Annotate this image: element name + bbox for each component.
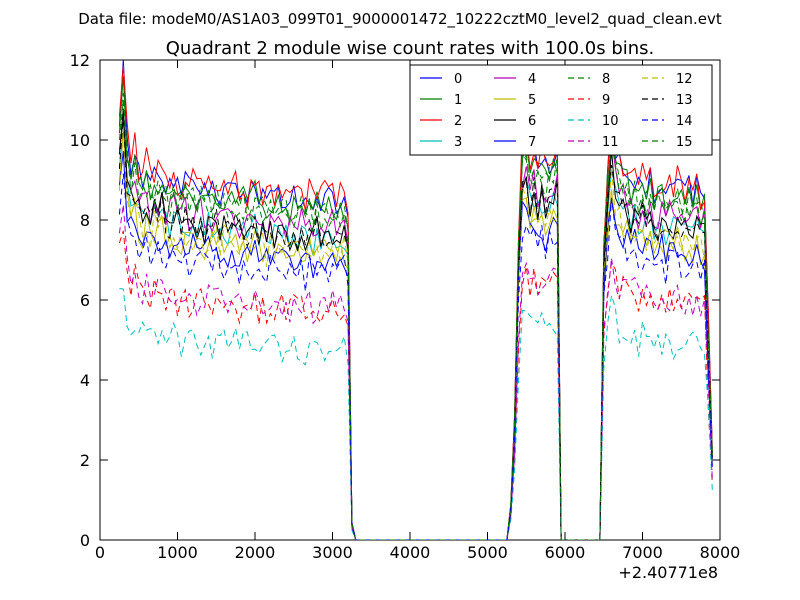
x-tick-label: 8000 xyxy=(700,543,741,562)
series-line-10 xyxy=(119,288,713,540)
suptitle: Data file: modeM0/AS1A03_099T01_90000014… xyxy=(78,10,722,29)
legend-label-3: 3 xyxy=(454,135,462,150)
y-tick-label: 6 xyxy=(80,291,90,310)
y-tick-label: 0 xyxy=(80,531,90,550)
series-line-4 xyxy=(118,118,713,540)
x-tick-label: 3000 xyxy=(312,543,353,562)
legend-label-7: 7 xyxy=(528,135,536,150)
legend-label-2: 2 xyxy=(454,114,462,129)
series-line-14 xyxy=(118,173,713,540)
legend-label-8: 8 xyxy=(602,72,610,87)
x-tick-label: 2000 xyxy=(235,543,276,562)
series-line-7 xyxy=(118,150,713,540)
legend-label-1: 1 xyxy=(454,93,462,108)
series-line-2 xyxy=(118,65,713,540)
legend-label-5: 5 xyxy=(528,93,536,108)
series-line-11 xyxy=(118,204,713,540)
series-line-15 xyxy=(118,100,713,540)
y-tick-label: 4 xyxy=(80,371,90,390)
x-tick-label: 4000 xyxy=(390,543,431,562)
legend-label-15: 15 xyxy=(676,135,693,150)
legend-label-13: 13 xyxy=(676,93,693,108)
x-tick-label: 0 xyxy=(95,543,105,562)
y-tick-label: 12 xyxy=(70,51,90,70)
x-tick-label: 5000 xyxy=(467,543,508,562)
legend-label-12: 12 xyxy=(676,72,693,87)
y-tick-label: 10 xyxy=(70,131,90,150)
legend-label-6: 6 xyxy=(528,114,536,129)
series-line-13 xyxy=(118,115,713,540)
series-line-6 xyxy=(118,108,713,540)
y-tick-label: 2 xyxy=(80,451,90,470)
x-offset-label: +2.40771e8 xyxy=(618,563,718,582)
legend-label-0: 0 xyxy=(454,72,462,87)
legend-box xyxy=(409,64,713,156)
x-tick-label: 6000 xyxy=(545,543,586,562)
legend-label-9: 9 xyxy=(602,93,610,108)
legend-label-4: 4 xyxy=(528,72,536,87)
legend-label-11: 11 xyxy=(602,135,619,150)
legend-label-14: 14 xyxy=(676,114,693,129)
legend-label-10: 10 xyxy=(602,114,619,129)
x-tick-label: 7000 xyxy=(622,543,663,562)
chart-title: Quadrant 2 module wise count rates with … xyxy=(166,38,655,59)
series-lines xyxy=(118,60,713,540)
x-tick-label: 1000 xyxy=(157,543,198,562)
y-tick-label: 8 xyxy=(80,211,90,230)
series-line-12 xyxy=(118,130,713,540)
